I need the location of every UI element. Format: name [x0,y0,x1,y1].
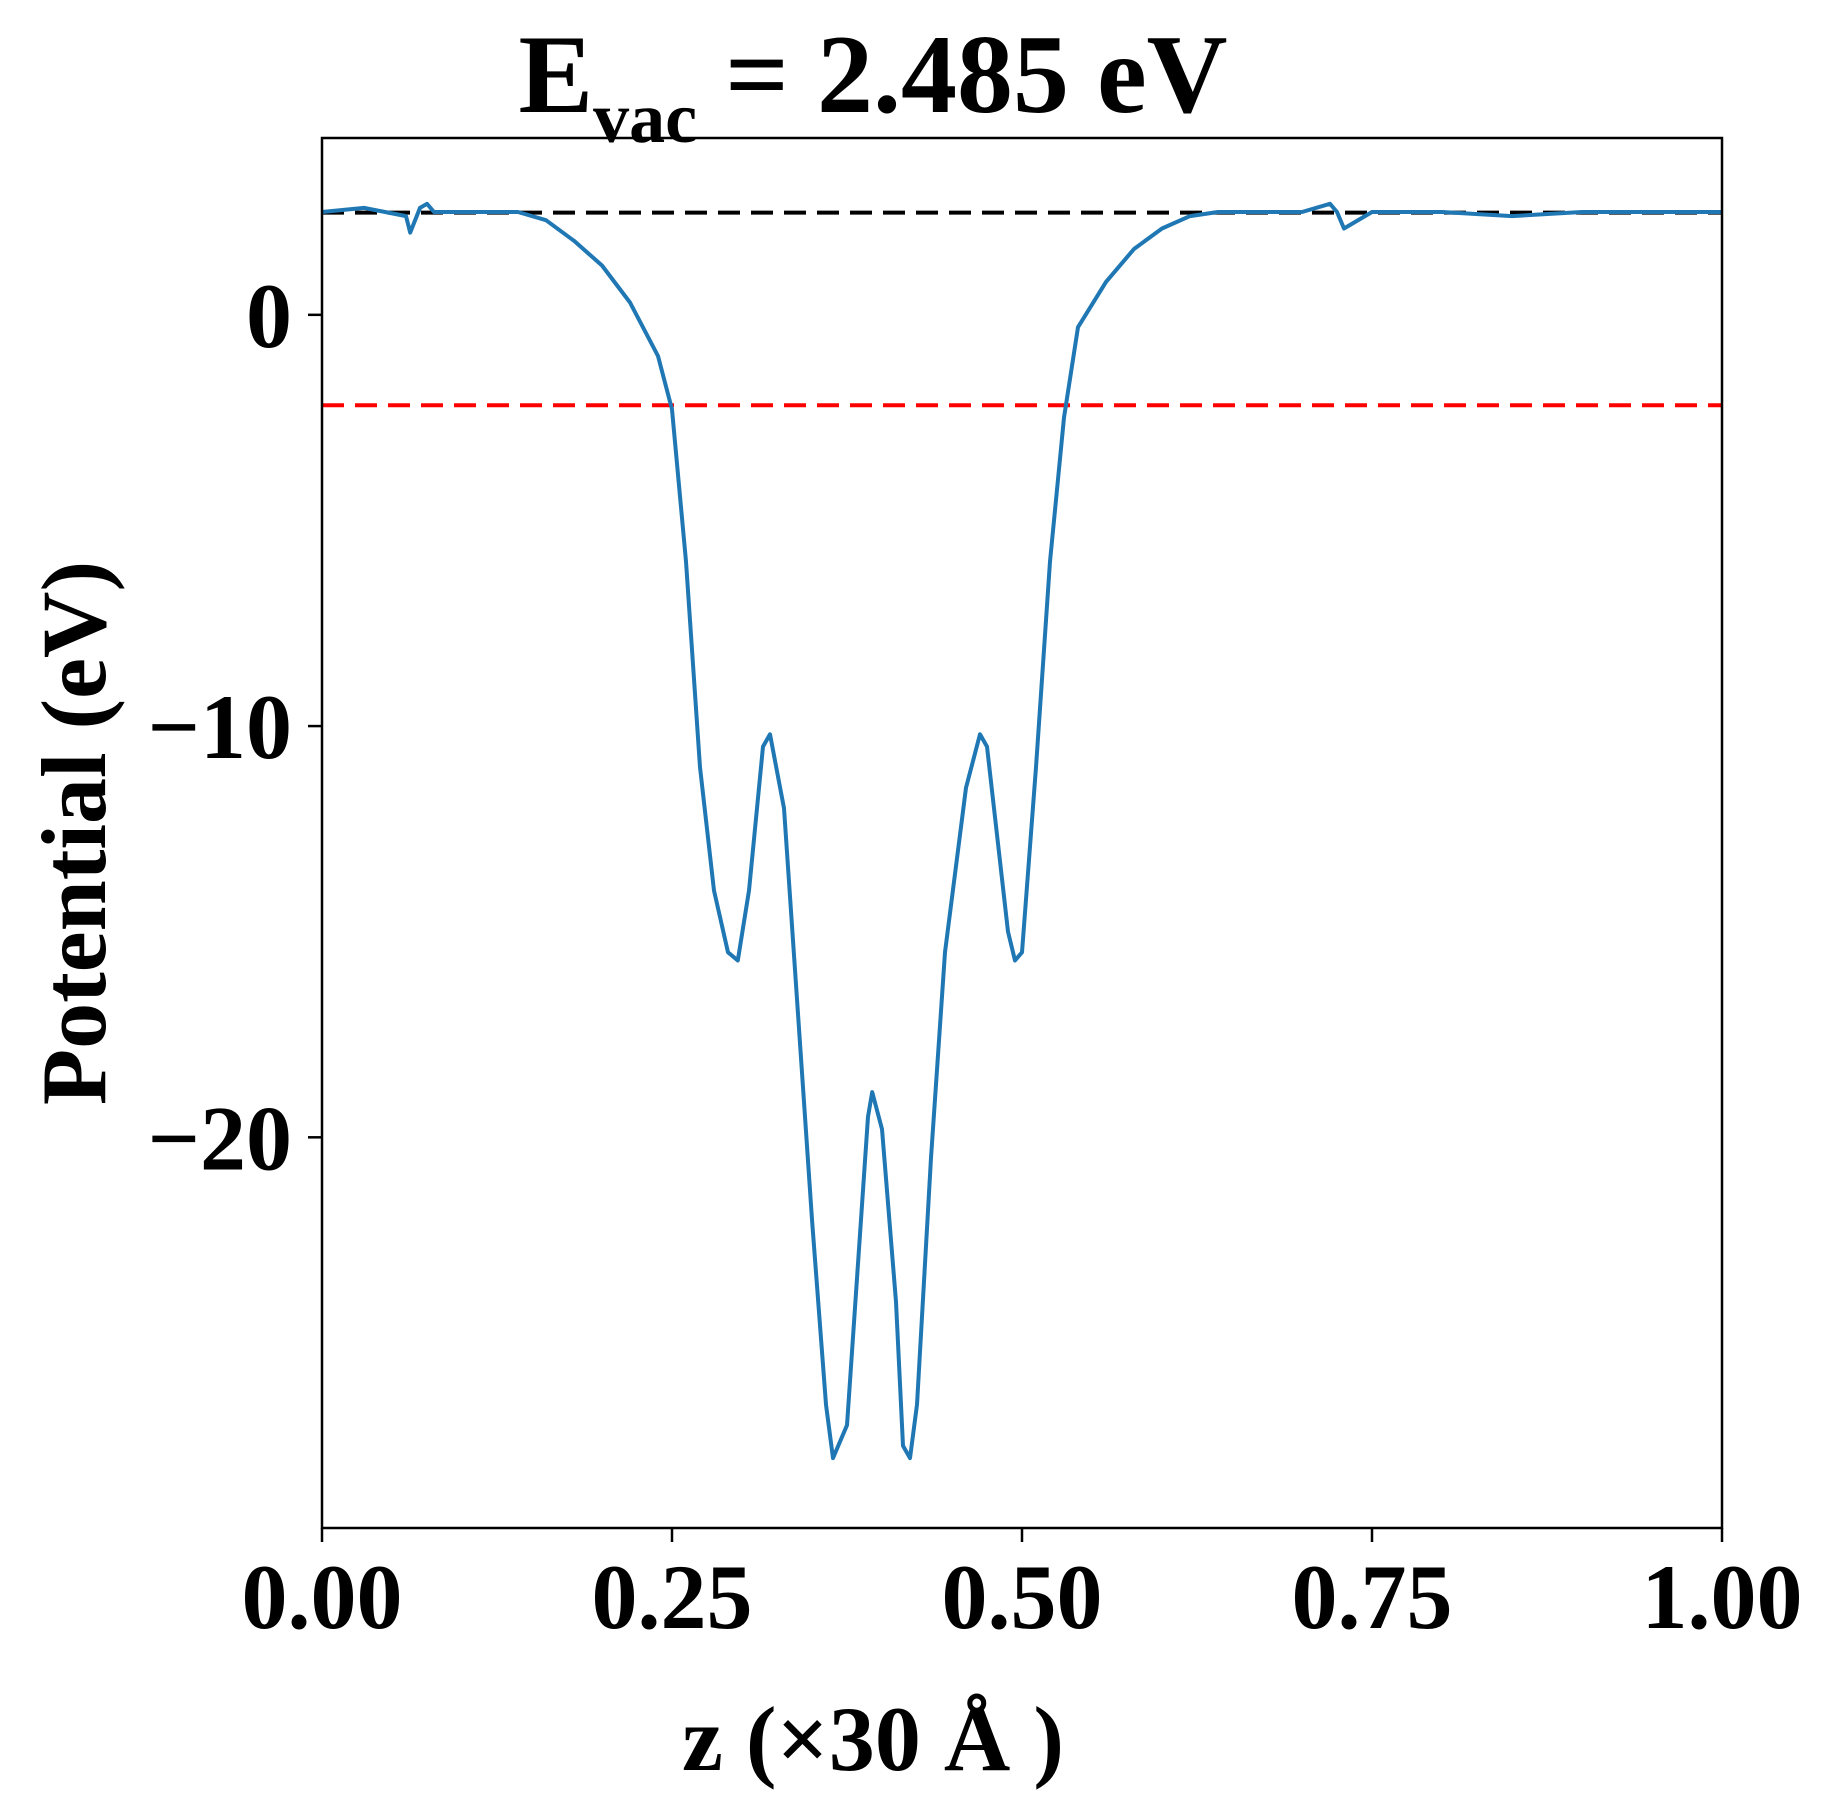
x-tick-label-3: 0.75 [1292,1546,1453,1648]
y-tick-label-2: −20 [148,1087,292,1189]
chart-title: Evac = 2.485 eV [518,13,1227,158]
y-tick-label-0: 0 [246,265,292,367]
y-tick-label-1: −10 [148,676,292,778]
title-rest: = 2.485 eV [697,13,1227,137]
title-main: E [518,13,593,137]
plot-area: 0.00 0.25 0.50 0.75 1.00 0 −10 −20 [148,136,1803,1648]
x-axis-label: z (×30 Å ) [682,1688,1064,1790]
x-tick-label-1: 0.25 [592,1546,753,1648]
title-subscript: vac [593,78,697,158]
x-tick-label-4: 1.00 [1642,1546,1803,1648]
y-axis-label: Potential (eV) [23,561,125,1105]
series-line-0 [321,201,1722,1461]
plot-frame [320,136,1724,1530]
x-tick-label-2: 0.50 [942,1546,1103,1648]
x-tick-label-0: 0.00 [242,1546,403,1648]
